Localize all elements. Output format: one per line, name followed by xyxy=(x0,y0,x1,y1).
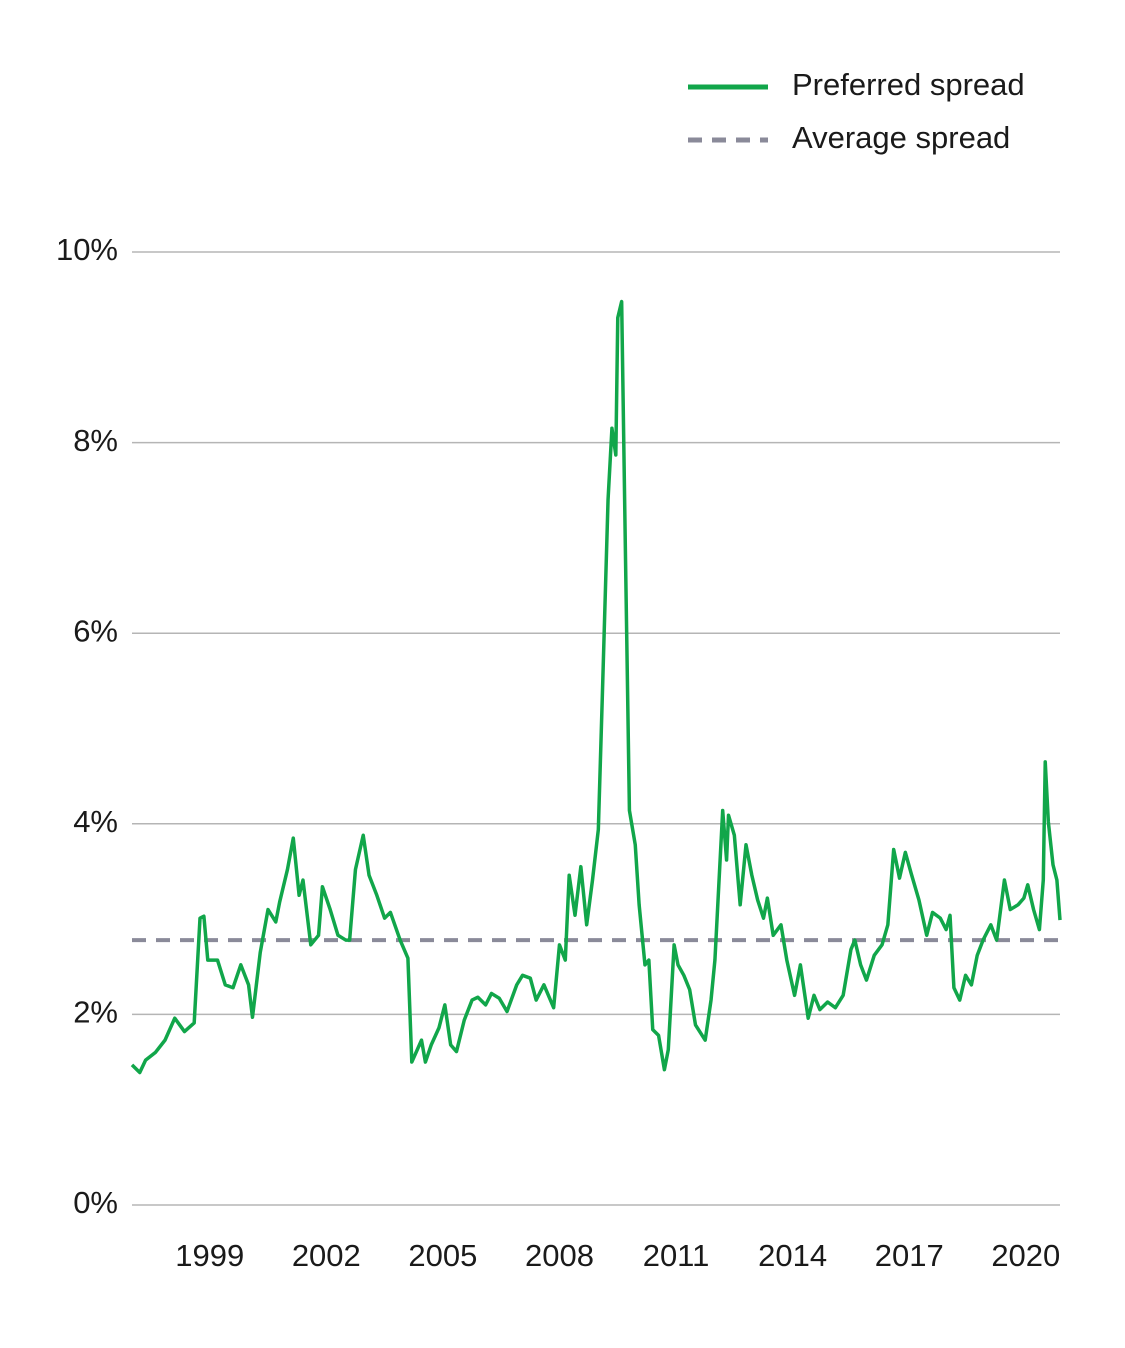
x-tick-label: 2002 xyxy=(292,1238,361,1273)
legend-label: Preferred spread xyxy=(792,67,1025,102)
x-tick-label: 2020 xyxy=(991,1238,1060,1273)
series-line xyxy=(130,299,1062,1075)
x-tick-label: 2005 xyxy=(408,1238,477,1273)
y-tick-label: 6% xyxy=(73,613,118,648)
y-tick-label: 2% xyxy=(73,995,118,1030)
y-tick-label: 8% xyxy=(73,423,118,458)
x-tick-label: 1999 xyxy=(175,1238,244,1273)
legend-label: Average spread xyxy=(792,120,1010,155)
x-tick-label: 2017 xyxy=(875,1238,944,1273)
x-tick-label: 2014 xyxy=(758,1238,827,1273)
x-tick-label: 2008 xyxy=(525,1238,594,1273)
x-tick-label: 2011 xyxy=(643,1238,710,1273)
y-tick-label: 10% xyxy=(56,232,118,267)
y-tick-label: 0% xyxy=(73,1185,118,1220)
y-tick-label: 4% xyxy=(73,804,118,839)
